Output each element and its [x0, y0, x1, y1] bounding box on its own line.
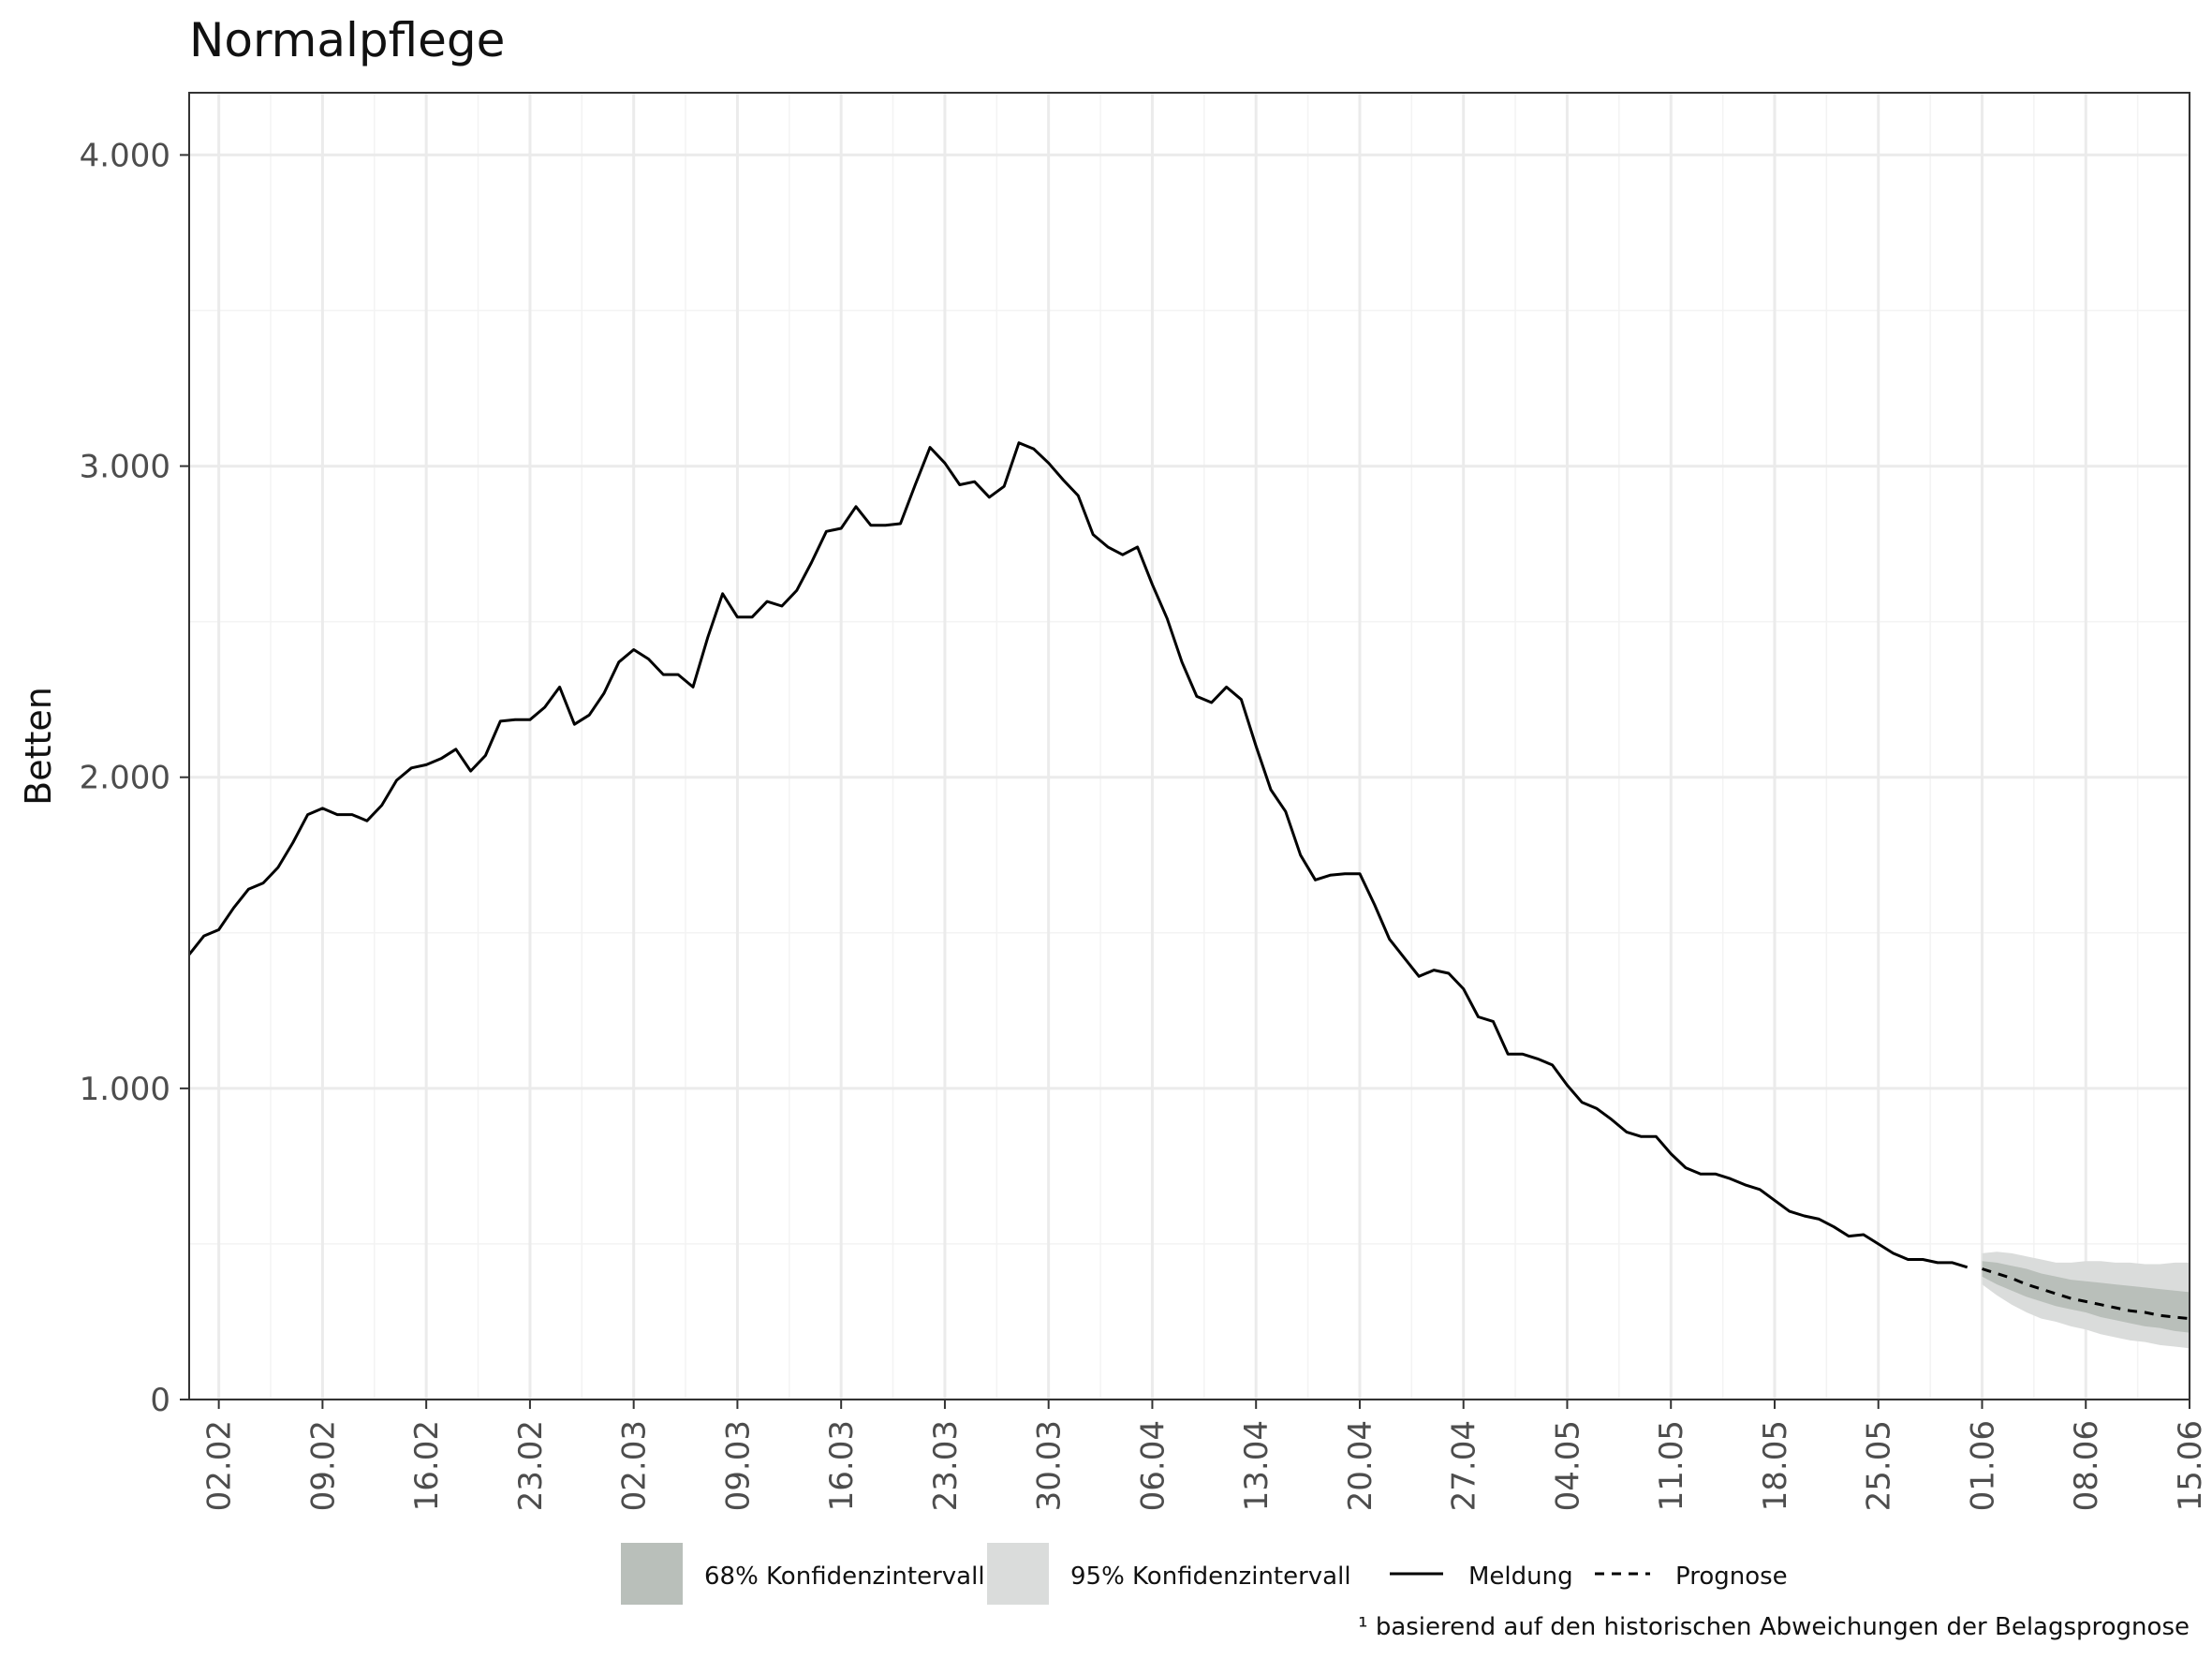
y-tick-label: 0 [150, 1382, 170, 1419]
y-axis-title: Betten [18, 687, 59, 806]
series-lines [187, 441, 2190, 1321]
x-tick-label: 15.06 [2172, 1420, 2209, 1511]
legend-swatch-ci95 [987, 1543, 1049, 1605]
y-tick-label: 3.000 [80, 449, 170, 486]
x-tick-label: 02.03 [616, 1420, 654, 1511]
x-axis: 02.02 09.02 16.02 23.02 02.03 09.03 16.03 23.03… [201, 1400, 2209, 1511]
x-tick-label: 27.04 [1446, 1420, 1483, 1511]
y-tick-label: 4.000 [80, 137, 170, 174]
x-tick-label: 16.02 [408, 1420, 446, 1511]
legend-swatch-ci68 [621, 1543, 683, 1605]
x-tick-label: 09.03 [719, 1420, 757, 1511]
chart-title: Normalpflege [189, 13, 505, 67]
x-tick-label: 25.05 [1861, 1420, 1898, 1511]
x-tick-label: 06.04 [1134, 1420, 1172, 1511]
y-tick-label: 2.000 [80, 760, 170, 797]
panel-border [188, 92, 2190, 1400]
y-tick-label: 1.000 [80, 1071, 170, 1108]
legend-label-meldung: Meldung [1468, 1563, 1573, 1591]
x-tick-label: 02.02 [201, 1420, 239, 1511]
y-axis: 0 1.000 2.000 3.000 4.000 [80, 137, 189, 1419]
x-tick-label: 13.04 [1238, 1420, 1276, 1511]
series-line-prognose [1982, 1267, 2190, 1321]
x-tick-label: 01.06 [1965, 1420, 2002, 1511]
x-tick-label: 20.04 [1342, 1420, 1379, 1511]
legend-label-ci68: 68% Konfidenzintervall [704, 1563, 985, 1591]
x-tick-label: 04.05 [1550, 1420, 1587, 1511]
x-tick-label: 23.02 [512, 1420, 550, 1511]
confidence-bands [1982, 1252, 2190, 1349]
x-tick-label: 18.05 [1757, 1420, 1794, 1511]
x-tick-label: 09.02 [304, 1420, 342, 1511]
x-tick-label: 16.03 [823, 1420, 861, 1511]
series-line-meldung [187, 441, 1969, 1269]
x-tick-label: 23.03 [927, 1420, 965, 1511]
x-tick-label: 08.06 [2068, 1420, 2105, 1511]
footnote: ¹ basierend auf den historischen Abweich… [1358, 1613, 2190, 1641]
x-tick-label: 30.03 [1031, 1420, 1069, 1511]
legend: 68% Konfidenzintervall 95% Konfidenzinte… [621, 1543, 1788, 1605]
grid-major [189, 93, 2191, 1401]
band-ci68 [1982, 1261, 2190, 1333]
legend-label-prognose: Prognose [1675, 1563, 1788, 1591]
legend-label-ci95: 95% Konfidenzintervall [1070, 1563, 1351, 1591]
x-tick-label: 11.05 [1653, 1420, 1690, 1511]
